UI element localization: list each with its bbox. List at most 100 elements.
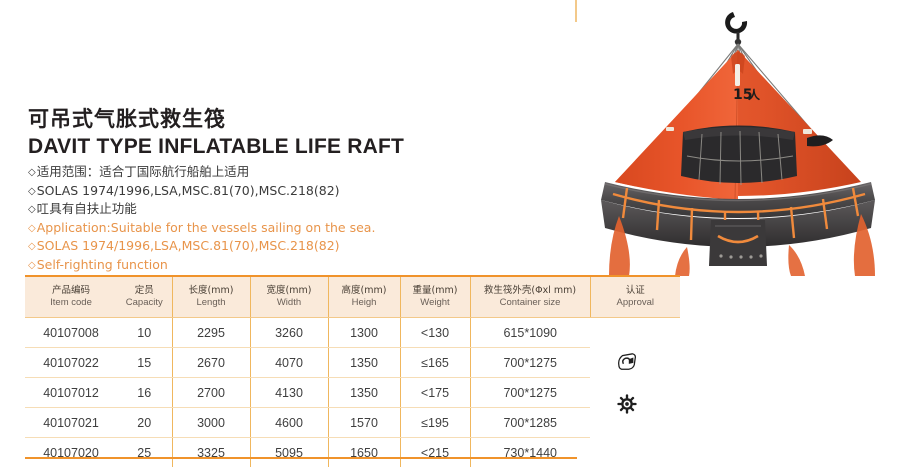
bullet-text: 适用范围：适合丁国际航行船舶上适用	[36, 164, 250, 179]
cell-weight: ≤195	[399, 407, 470, 438]
cell-width: 4070	[249, 347, 328, 378]
ccs-classification-mark-icon	[616, 352, 638, 372]
table-bottom-rule	[25, 457, 577, 459]
col-header-height: 高度(mm) Heigh	[327, 275, 400, 318]
cell-weight: ≤165	[399, 347, 470, 378]
cell-width: 4600	[249, 407, 328, 438]
ballast-skirt	[609, 214, 875, 276]
table-row: 40107022 15 2670 4070 1350 ≤165 700*1275	[25, 347, 680, 378]
col-header-en: Weight	[420, 297, 450, 308]
cell-length: 3000	[171, 407, 250, 438]
cell-item-code: 40107021	[25, 407, 117, 438]
bullet-dot-icon: ◇	[28, 222, 36, 234]
col-header-cn: 定员	[134, 285, 154, 296]
bullet-dot-icon: ◇	[28, 167, 36, 178]
svg-text:人: 人	[748, 87, 761, 102]
cell-item-code: 40107022	[25, 347, 117, 378]
col-header-cn: 宽度(mm)	[266, 285, 312, 296]
wheelmark-med-mark-icon	[616, 394, 638, 414]
cell-weight: <175	[399, 377, 470, 408]
cell-height: 1350	[327, 377, 400, 408]
col-header-en: Capacity	[125, 297, 163, 308]
bullet-text: SOLAS 1974/1996,LSA,MSC.81(70),MSC.218(8…	[36, 238, 340, 253]
cell-weight: <215	[399, 437, 470, 467]
table-row: 40107012 16 2700 4130 1350 <175 700*1275	[25, 377, 680, 408]
cell-capacity: 25	[137, 445, 152, 460]
col-header-en: Item code	[50, 297, 92, 308]
cell-container-size: 700*1285	[469, 407, 590, 438]
raft-entrance	[681, 125, 797, 186]
bullet-text: Self-righting function	[36, 256, 168, 272]
cell-height: 1300	[327, 317, 400, 348]
table-row: 40107008 10 2295 3260 1300 <130 615*1090	[25, 317, 680, 467]
cell-item-code: 40107012	[25, 377, 117, 408]
certification-marks	[607, 352, 647, 432]
bullet-text: SOLAS 1974/1996,LSA,MSC.81(70),MSC.218(8…	[36, 182, 340, 198]
col-header-approval: 认证 Approval	[589, 275, 680, 318]
spec-bullet-list: ◇适用范围：适合丁国际航行船舶上适用 ◇SOLAS 1974/1996,LSA,…	[28, 163, 548, 274]
lifting-hook-icon	[725, 12, 748, 46]
cell-container-size: 700*1275	[469, 377, 590, 408]
cell-container-size: 615*1090	[469, 317, 590, 348]
product-title-en: DAVIT TYPE INFLATABLE LIFE RAFT	[28, 135, 405, 159]
cell-container-size: 730*1440	[469, 437, 590, 467]
cell-weight: <130	[399, 317, 470, 348]
col-header-cn: 救生筏外壳(Φxl mm)	[483, 285, 577, 296]
cell-capacity: 15	[117, 347, 172, 378]
product-photo: 15 人	[575, 4, 905, 276]
boarding-ramp	[709, 220, 767, 266]
cell-length: 2670	[171, 347, 250, 378]
headline-block: 可吊式气胀式救生筏 DAVIT TYPE INFLATABLE LIFE RAF…	[28, 106, 548, 161]
cell-height: 1350	[327, 347, 400, 378]
col-header-en: Heigh	[351, 297, 377, 308]
cell-capacity: 20	[117, 407, 172, 438]
product-title-cn: 可吊式气胀式救生筏	[28, 107, 226, 131]
col-header-en: Approval	[616, 297, 655, 308]
col-header-cn: 认证	[625, 285, 645, 296]
col-header-en: Length	[196, 297, 226, 308]
cell-approval	[590, 317, 680, 467]
cell-item-code: 40107020	[43, 445, 99, 460]
col-header-width: 宽度(mm) Width	[249, 275, 328, 318]
col-header-en: Container size	[499, 297, 561, 308]
col-header-weight: 重量(mm) Weight	[399, 275, 470, 318]
bullet-item: ◇SOLAS 1974/1996,LSA,MSC.81(70),MSC.218(…	[28, 237, 548, 256]
cell-container-size: 700*1275	[469, 347, 590, 378]
top-accent-rule	[575, 0, 577, 22]
cell-height: 1570	[327, 407, 400, 438]
col-header-container-size: 救生筏外壳(Φxl mm) Container size	[469, 275, 590, 318]
cell-item-code: 40107008	[25, 317, 117, 348]
cell-width: 3260	[249, 317, 328, 348]
bullet-dot-icon: ◇	[28, 259, 36, 271]
col-header-length: 长度(mm) Length	[171, 275, 250, 318]
col-header-en: Width	[276, 297, 302, 308]
bullet-item: ◇叿具有自扶止功能	[28, 200, 548, 219]
bullet-item: ◇适用范围：适合丁国际航行船舶上适用	[28, 163, 548, 182]
table-header-row: 产品编码 Item code 定员 Capacity 长度(mm) Length…	[25, 275, 680, 318]
bullet-dot-icon: ◇	[28, 185, 36, 197]
bullet-item: ◇Self-righting function	[28, 256, 548, 275]
table-row: 40107021 20 3000 4600 1570 ≤195 700*1285	[25, 407, 680, 438]
upper-buoyancy-tube	[601, 182, 875, 218]
col-header-capacity: 定员 Capacity	[117, 275, 172, 318]
col-header-cn: 产品编码	[51, 285, 90, 296]
capacity-marking: 15	[733, 87, 752, 103]
col-header-cn: 重量(mm)	[412, 285, 458, 296]
cell-length: 2295	[171, 317, 250, 348]
table-row: 40107020 25 3325 5095 1650 <215 730*1440	[25, 437, 680, 467]
cell-capacity: 16	[117, 377, 172, 408]
specification-table: 产品编码 Item code 定员 Capacity 长度(mm) Length…	[25, 275, 680, 467]
cell-width: 4130	[249, 377, 328, 408]
bullet-dot-icon: ◇	[28, 204, 36, 215]
cell-capacity: 10	[117, 317, 172, 348]
bullet-item: ◇SOLAS 1974/1996,LSA,MSC.81(70),MSC.218(…	[28, 182, 548, 201]
col-header-cn: 高度(mm)	[341, 285, 387, 296]
bullet-item: ◇Application:Suitable for the vessels sa…	[28, 219, 548, 238]
col-header-item-code: 产品编码 Item code	[25, 275, 117, 318]
col-header-cn: 长度(mm)	[188, 285, 234, 296]
painter-line	[807, 135, 833, 147]
cell-length: 2700	[171, 377, 250, 408]
cell-height: 1650	[327, 437, 400, 467]
cell-width: 5095	[249, 437, 328, 467]
